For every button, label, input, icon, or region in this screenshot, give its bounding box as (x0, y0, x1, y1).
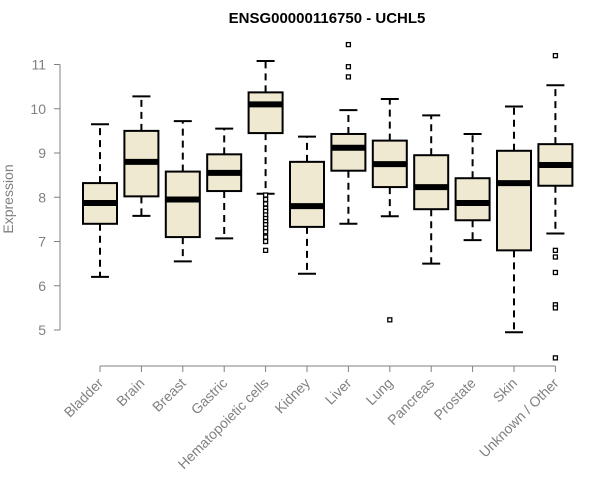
category-label: Brain (113, 375, 147, 409)
iqr-box (330, 132, 367, 172)
category-label: Unknown / Other (476, 375, 562, 461)
iqr-box (289, 160, 325, 228)
y-tick-label: 9 (38, 145, 46, 161)
y-axis-title: Expression (0, 164, 16, 233)
chart-title: ENSG00000116750 - UCHL5 (229, 10, 426, 27)
box-group (537, 53, 574, 361)
category-label: Prostate (431, 375, 479, 423)
category-label: Lung (363, 375, 396, 408)
iqr-box (454, 177, 491, 222)
iqr-box (413, 154, 450, 211)
outlier-point (262, 201, 269, 207)
outlier-point (262, 238, 269, 245)
box-group (206, 127, 243, 240)
y-tick-label: 6 (38, 278, 46, 294)
category-label: Breast (149, 375, 189, 415)
outlier-point (262, 234, 269, 240)
category-label: Liver (322, 375, 355, 408)
y-tick-label: 10 (30, 101, 46, 117)
outlier-point (262, 196, 269, 203)
outlier-point (552, 269, 559, 276)
box-group (247, 59, 284, 254)
box-group (164, 120, 201, 263)
outlier-point (552, 254, 559, 260)
box-group (123, 95, 160, 217)
box-group (371, 98, 408, 323)
outlier-point (387, 317, 393, 323)
box-group (496, 105, 532, 334)
category-label: Bladder (61, 375, 107, 421)
outlier-point (552, 305, 559, 311)
outlier-point (262, 247, 269, 254)
outlier-point (345, 64, 352, 70)
outlier-point (345, 74, 352, 80)
category-label: Skin (490, 375, 521, 406)
box-group (330, 41, 367, 225)
boxes (82, 41, 574, 361)
box-group (413, 114, 450, 265)
y-tick-label: 5 (38, 322, 46, 338)
outlier-point (552, 355, 559, 361)
box-group (82, 123, 118, 278)
y-tick-label: 7 (38, 234, 46, 250)
y-tick-label: 11 (31, 57, 46, 73)
outlier-point (262, 192, 269, 198)
iqr-box (164, 170, 201, 239)
outlier-point (552, 247, 559, 254)
outlier-point (345, 41, 352, 48)
axes: 5 6 7 8 9 10 11 (30, 57, 556, 372)
y-tick-label: 8 (38, 189, 46, 205)
iqr-box (247, 91, 284, 135)
outlier-point (262, 229, 269, 235)
box-group (454, 132, 491, 242)
box-group (289, 135, 325, 275)
category-label: Kidney (272, 375, 314, 417)
outlier-point (552, 53, 559, 59)
iqr-box (496, 149, 532, 252)
